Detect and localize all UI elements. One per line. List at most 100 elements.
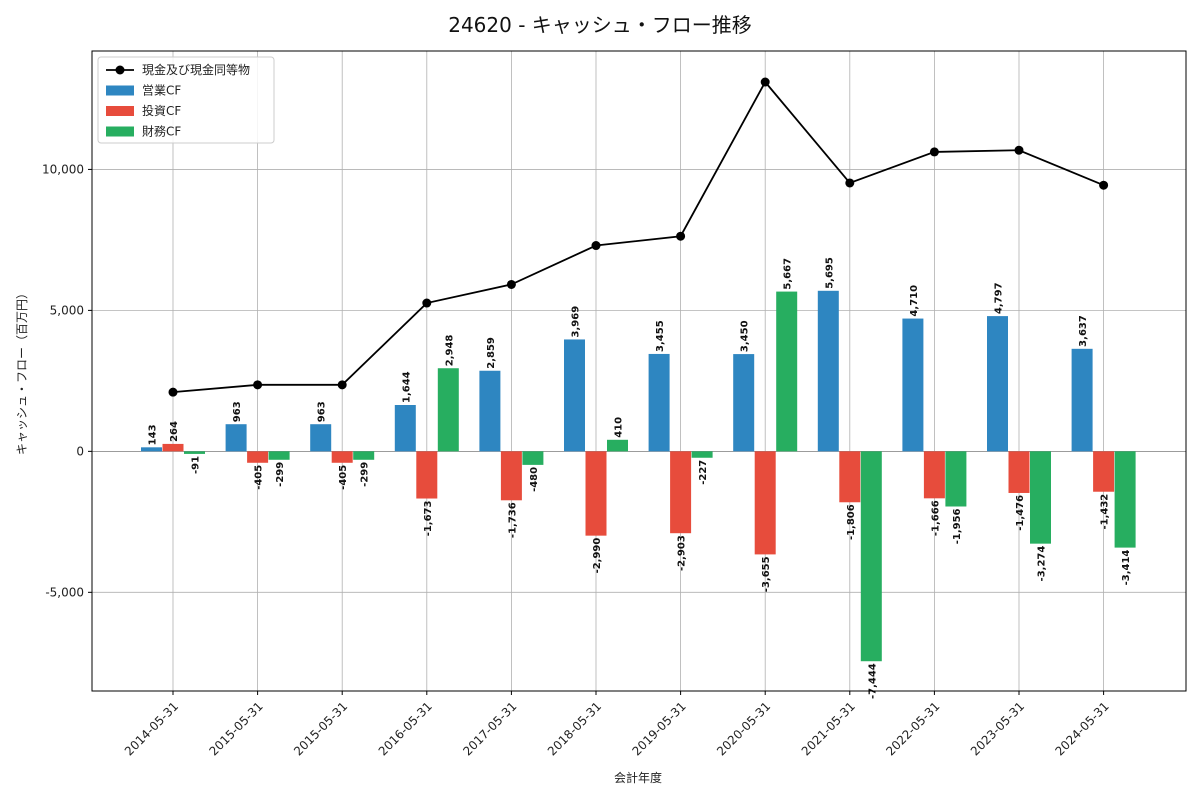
bar-value-label: -3,274 [1037, 546, 1048, 582]
cash-point [1099, 180, 1109, 190]
bar-value-label: -1,673 [423, 500, 434, 536]
bar-1 [987, 316, 1008, 452]
bar-2 [331, 451, 353, 463]
cash-line-path [172, 80, 1104, 394]
bar-1 [817, 290, 839, 452]
bar-value-label: 4,710 [909, 285, 920, 317]
cash-point [422, 298, 432, 308]
x-tick-label: 2021-05-31 [799, 699, 858, 758]
bar-value-label: -299 [275, 462, 286, 487]
x-axis-label: 会計年度 [614, 770, 662, 785]
bar-3 [1114, 451, 1136, 548]
bar-value-label: 5,695 [824, 257, 835, 289]
legend-bar-swatch [106, 85, 134, 96]
bar-value-label: 3,455 [655, 320, 666, 352]
bar-2 [923, 451, 945, 499]
bar-3 [437, 368, 459, 452]
data-labels: 143 963 963 1,644 2,859 3,969 3,455 3,450 5,695 4… [148, 257, 1133, 699]
bar-value-label: 3,637 [1078, 315, 1089, 347]
bar-3 [522, 451, 544, 465]
bar-value-label: -405 [338, 465, 349, 490]
bar-value-label: 410 [614, 417, 625, 438]
bar-value-label: -1,736 [507, 502, 518, 538]
bar-2 [1093, 451, 1115, 492]
bar-value-label: -227 [698, 460, 709, 485]
cash-line [168, 77, 1109, 397]
bar-1 [141, 447, 162, 452]
bar-value-label: -3,655 [761, 556, 772, 592]
bar-value-label: -299 [360, 462, 371, 487]
bar-value-label: 1,644 [401, 371, 412, 403]
bar-2 [670, 451, 692, 534]
legend-label: 現金及び現金同等物 [142, 62, 250, 77]
x-tick-label: 2019-05-31 [630, 699, 689, 758]
bar-value-label: -405 [254, 465, 265, 490]
bar-3 [353, 451, 375, 460]
bar-1 [648, 353, 670, 452]
grid [92, 51, 1186, 691]
legend-bar-swatch [106, 126, 134, 137]
y-axis-label: キャッシュ・フロー（百万円） [15, 287, 29, 455]
bar-1 [564, 339, 585, 452]
bar-value-label: -91 [191, 456, 202, 474]
x-tick-label: 2015-05-31 [207, 699, 266, 758]
y-tick-label: -5,000 [45, 585, 84, 599]
bar-value-label: 2,859 [486, 337, 497, 369]
bar-value-label: 3,450 [740, 320, 751, 352]
x-tick-label: 2018-05-31 [545, 699, 604, 758]
bar-value-label: 264 [169, 421, 180, 442]
bar-value-label: -1,666 [930, 500, 941, 536]
bar-1 [733, 354, 755, 452]
bar-2 [247, 451, 269, 463]
chart-title: 24620 - キャッシュ・フロー推移 [448, 13, 752, 37]
cash-point [760, 77, 770, 87]
bar-value-label: -1,476 [1015, 495, 1026, 531]
bar-3 [776, 291, 798, 452]
cash-point [845, 178, 855, 188]
bar-value-label: -480 [529, 467, 540, 492]
plot-frame [91, 50, 1187, 692]
bar-3 [1030, 451, 1051, 544]
bar-2 [1008, 451, 1030, 493]
bar-1 [902, 318, 924, 452]
bar-value-label: -2,903 [677, 535, 688, 571]
cash-point [929, 147, 939, 157]
bar-value-label: 4,797 [994, 282, 1005, 314]
bar-3 [607, 439, 628, 452]
legend-marker [115, 65, 125, 75]
legend-label: 財務CF [142, 124, 181, 139]
bar-2 [162, 443, 184, 452]
bar-2 [500, 451, 522, 501]
bar-2 [839, 451, 861, 503]
bar-3 [691, 451, 713, 458]
x-tick-label: 2014-05-31 [122, 699, 181, 758]
cash-point [337, 380, 347, 390]
bar-value-label: 963 [232, 401, 243, 422]
bar-value-label: 5,667 [783, 258, 794, 290]
cash-point [676, 231, 686, 241]
bar-2 [416, 451, 438, 499]
bar-value-label: 963 [317, 401, 328, 422]
x-tick-label: 2024-05-31 [1053, 699, 1112, 758]
cash-point [168, 387, 178, 397]
bar-2 [754, 451, 776, 555]
bar-value-label: -1,956 [952, 508, 963, 544]
bar-value-label: -1,432 [1100, 494, 1111, 530]
x-tick-label: 2015-05-31 [291, 699, 350, 758]
bars [141, 290, 1136, 662]
y-tick-label: 10,000 [42, 162, 84, 176]
bar-value-label: 2,948 [444, 335, 455, 367]
bar-value-label: -2,990 [592, 538, 603, 574]
bar-3 [268, 451, 290, 460]
legend-label: 投資CF [142, 103, 181, 118]
bar-3 [945, 451, 967, 507]
bar-3 [184, 451, 205, 454]
x-tick-label: 2020-05-31 [714, 699, 773, 758]
bar-value-label: 143 [148, 424, 159, 445]
bar-1 [394, 405, 416, 452]
x-tick-label: 2016-05-31 [376, 699, 435, 758]
y-tick-label: 0 [76, 444, 84, 458]
